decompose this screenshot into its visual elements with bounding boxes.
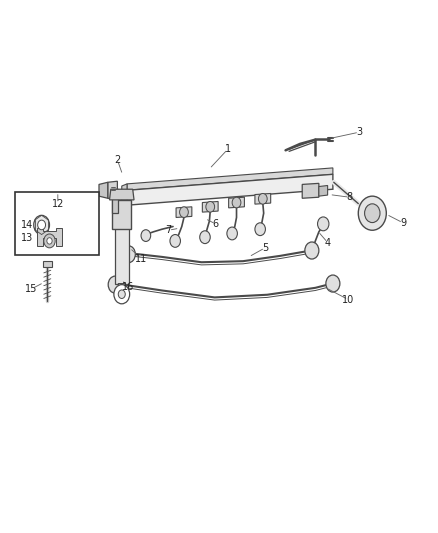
Polygon shape: [108, 181, 117, 199]
Circle shape: [318, 217, 329, 231]
Circle shape: [44, 234, 55, 248]
Circle shape: [227, 227, 237, 240]
Polygon shape: [255, 193, 271, 204]
Text: 4: 4: [325, 238, 331, 247]
Circle shape: [326, 275, 340, 292]
Circle shape: [170, 235, 180, 247]
Circle shape: [108, 276, 122, 293]
Circle shape: [358, 196, 386, 230]
Text: 1: 1: [225, 144, 231, 154]
Text: 13: 13: [21, 233, 33, 243]
Text: 3: 3: [356, 127, 362, 137]
Text: 14: 14: [21, 220, 33, 230]
Polygon shape: [115, 213, 129, 284]
Polygon shape: [99, 182, 108, 198]
Circle shape: [364, 204, 380, 223]
Text: 16: 16: [122, 282, 134, 292]
Circle shape: [200, 231, 210, 244]
Text: 2: 2: [114, 155, 120, 165]
Polygon shape: [112, 200, 131, 229]
Text: 10: 10: [342, 295, 354, 304]
Text: 11: 11: [135, 254, 147, 263]
Text: 15: 15: [25, 284, 38, 294]
Polygon shape: [319, 185, 328, 196]
Polygon shape: [122, 184, 127, 205]
Circle shape: [141, 230, 151, 241]
Text: 6: 6: [212, 219, 219, 229]
Circle shape: [305, 242, 319, 259]
Circle shape: [118, 290, 125, 298]
Polygon shape: [112, 189, 118, 213]
Polygon shape: [37, 228, 62, 246]
Circle shape: [47, 238, 52, 244]
Circle shape: [255, 223, 265, 236]
Circle shape: [38, 220, 46, 230]
Polygon shape: [176, 207, 192, 217]
Polygon shape: [43, 261, 52, 266]
Polygon shape: [127, 174, 333, 205]
Circle shape: [180, 207, 188, 217]
Polygon shape: [110, 189, 134, 200]
Text: 7: 7: [166, 225, 172, 235]
Text: 9: 9: [400, 218, 406, 228]
Text: 5: 5: [262, 243, 268, 253]
Polygon shape: [118, 284, 125, 293]
Circle shape: [258, 193, 267, 204]
Polygon shape: [229, 197, 244, 208]
Bar: [15, 192, 99, 255]
Polygon shape: [302, 183, 319, 198]
Circle shape: [232, 197, 241, 208]
Polygon shape: [202, 201, 218, 212]
Circle shape: [114, 285, 130, 304]
Circle shape: [121, 246, 135, 263]
Circle shape: [34, 215, 49, 235]
Text: 12: 12: [52, 199, 64, 208]
Polygon shape: [127, 168, 333, 190]
Text: 8: 8: [346, 192, 353, 202]
Circle shape: [206, 201, 215, 212]
